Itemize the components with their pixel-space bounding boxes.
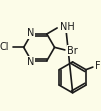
Text: Cl: Cl	[0, 42, 9, 52]
Text: N: N	[27, 28, 34, 38]
Text: F: F	[95, 61, 101, 71]
Text: NH: NH	[60, 22, 74, 32]
Text: Br: Br	[67, 46, 78, 56]
Text: N: N	[27, 57, 34, 67]
